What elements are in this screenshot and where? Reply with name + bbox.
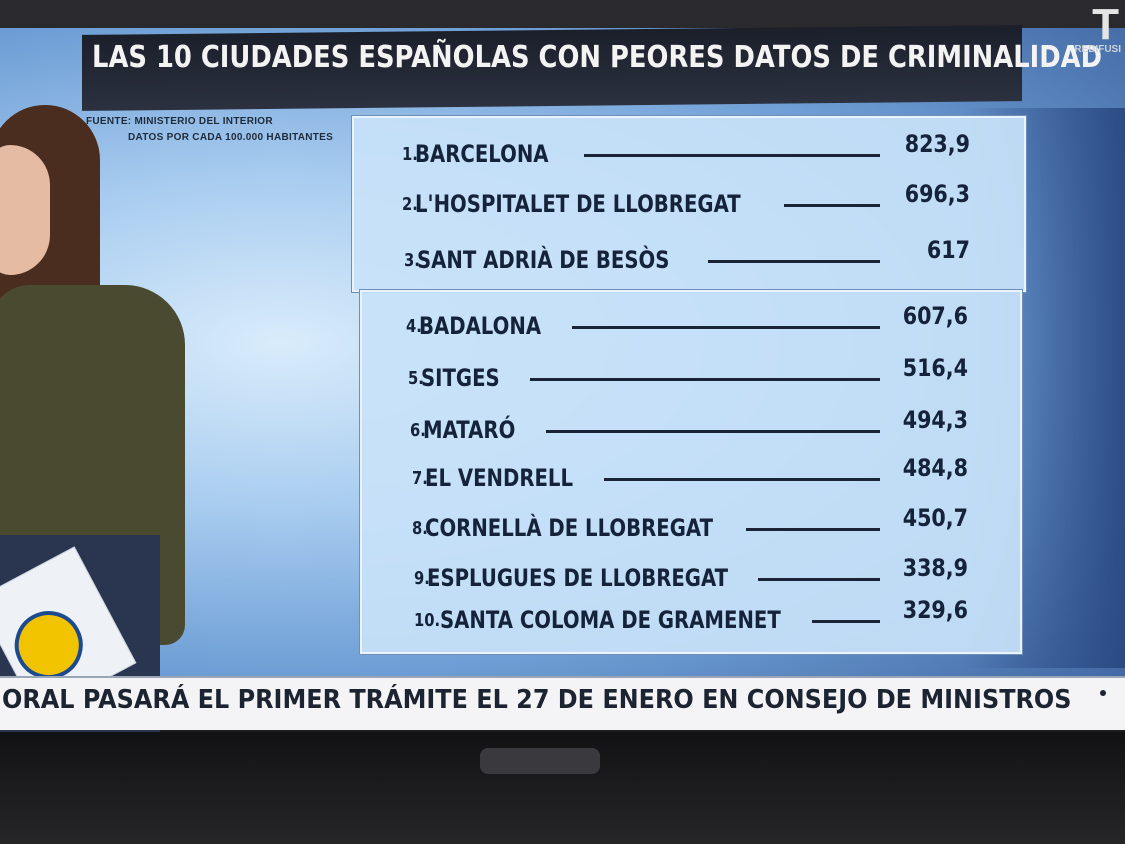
ranking-row: 4. BADALONA [406,312,568,340]
ranking-position: 7. [412,467,428,489]
leader-line [746,528,880,531]
crime-rate-value: 338,9 [902,554,968,582]
ranking-row: 7. EL VENDRELL [412,464,606,492]
ticker-text: ORAL PASARÁ EL PRIMER TRÁMITE EL 27 DE E… [2,685,1072,715]
channel-logo: T [1092,0,1119,49]
ranking-position: 4. [406,315,422,337]
ranking-row: 2. L'HOSPITALET DE LLOBREGAT [402,190,813,218]
crime-rate-value: 823,9 [904,130,970,158]
crime-rate-value: 450,7 [902,504,968,532]
leader-line [584,154,880,157]
tv-brand-logo [480,748,600,774]
ranking-row: 3. SANT ADRIÀ DE BESÒS [404,246,725,274]
ranking-position: 3. [404,249,420,271]
city-name: SANTA COLOMA DE GRAMENET [439,606,781,634]
city-name: SANT ADRIÀ DE BESÒS [417,246,670,274]
crime-rate-value: 329,6 [902,596,968,624]
ranking-position: 1. [402,143,418,165]
city-name: MATARÓ [423,416,516,444]
leader-line [530,378,880,381]
ranking-position: 9. [414,567,430,589]
ranking-position: 5. [408,367,424,389]
ranking-position: 10. [414,609,441,631]
city-name: BADALONA [419,312,542,340]
crime-rate-value: 617 [926,236,970,264]
graphic-title: LAS 10 CIUDADES ESPAÑOLAS CON PEORES DAT… [92,40,1103,75]
ranking-position: 8. [412,517,428,539]
news-ticker [0,676,1125,730]
city-name: ESPLUGUES DE LLOBREGAT [427,564,729,592]
ranking-row: 9. ESPLUGUES DE LLOBREGAT [414,564,795,592]
presenter [0,105,190,735]
city-name: BARCELONA [415,140,549,168]
ranking-row: 5. SITGES [408,364,517,392]
crime-rate-value: 494,3 [902,406,968,434]
city-name: CORNELLÀ DE LLOBREGAT [425,514,714,542]
crime-rate-value: 607,6 [902,302,968,330]
leader-line [604,478,880,481]
ranking-row: 8. CORNELLÀ DE LLOBREGAT [412,514,777,542]
ranking-position: 6. [410,419,426,441]
ranking-row: 10. SANTA COLOMA DE GRAMENET [414,606,856,634]
leader-line [812,620,880,623]
source-line: FUENTE: MINISTERIO DEL INTERIOR [86,116,273,127]
crime-rate-value: 696,3 [904,180,970,208]
city-name: L'HOSPITALET DE LLOBREGAT [415,190,742,218]
leader-line [546,430,880,433]
channel-name: REDIFUSI [1074,44,1121,55]
city-name: EL VENDRELL [425,464,574,492]
ranking-row: 1. BARCELONA [402,140,578,168]
crime-rate-value: 516,4 [902,354,968,382]
leader-line [708,260,880,263]
leader-line [758,578,880,581]
crime-rate-value: 484,8 [902,454,968,482]
city-name: SITGES [421,364,501,392]
leader-line [784,204,880,207]
leader-line [572,326,880,329]
ticker-separator-dot [1100,690,1106,696]
ranking-panel-bottom [360,290,1022,654]
ranking-position: 2. [402,193,418,215]
source-subline: DATOS POR CADA 100.000 HABITANTES [128,132,334,143]
ranking-row: 6. MATARÓ [410,416,536,444]
presenter-face [0,145,50,275]
